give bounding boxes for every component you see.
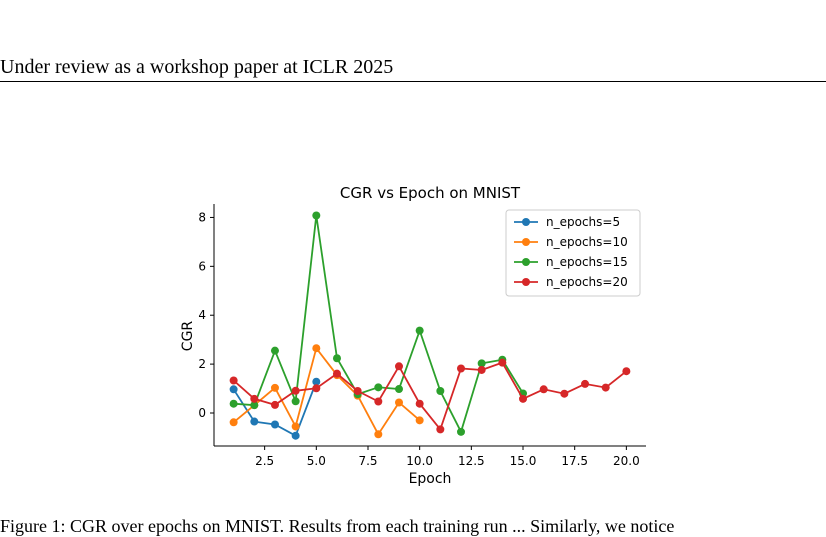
data-point [291, 431, 300, 440]
data-point [436, 387, 445, 395]
data-point [539, 385, 548, 394]
data-point [374, 383, 383, 392]
data-point [250, 401, 259, 410]
x-tick-label: 10.0 [406, 454, 433, 468]
x-axis-label: Epoch [409, 471, 452, 487]
legend-box [505, 209, 641, 297]
y-axis-label: CGR [180, 321, 196, 352]
data-point [291, 397, 300, 406]
data-point [374, 430, 383, 439]
x-tick-label: 17.5 [561, 454, 588, 468]
x-tick-label: 20.0 [613, 454, 640, 468]
header-rule [0, 81, 826, 82]
data-point [457, 427, 466, 436]
data-point [250, 394, 259, 403]
data-point [312, 344, 321, 353]
legend-entry-label: n_epochs=10 [546, 235, 628, 249]
y-tick-label: 8 [198, 210, 206, 224]
running-header: Under review as a workshop paper at ICLR… [0, 56, 394, 78]
legend-swatch-marker [522, 258, 530, 266]
data-point [601, 383, 610, 392]
data-point [477, 359, 486, 368]
figure-caption: Figure 1: CGR over epochs on MNIST. Resu… [0, 516, 675, 536]
data-point [291, 386, 300, 395]
data-point [415, 326, 424, 335]
y-axis-ticks: 0 2 4 6 8 [198, 210, 214, 420]
x-tick-label: 2.5 [255, 454, 274, 468]
data-point [415, 416, 424, 425]
data-point [332, 354, 341, 363]
data-point [229, 399, 238, 408]
x-tick-label: 5.0 [307, 454, 326, 468]
data-point [415, 399, 424, 408]
y-tick-label: 4 [198, 308, 206, 322]
legend-entry-label: n_epochs=20 [546, 275, 628, 289]
data-point [498, 358, 507, 367]
data-point [250, 417, 259, 426]
legend-swatch-marker [522, 218, 530, 226]
data-point [374, 397, 383, 406]
data-point [519, 394, 528, 403]
x-tick-label: 7.5 [358, 454, 377, 468]
chart-title: CGR vs Epoch on MNIST [340, 184, 521, 202]
cgr-line-chart: CGR vs Epoch on MNIST 2.5 5.0 7.5 10.0 12.5 1… [180, 184, 646, 487]
legend-entry-label: n_epochs=5 [546, 215, 620, 229]
data-point [394, 398, 403, 407]
series-line [233, 346, 421, 437]
chart-series [229, 211, 631, 440]
data-point [270, 420, 279, 429]
y-tick-label: 2 [198, 357, 206, 371]
data-point [229, 385, 238, 394]
chart-axes [213, 204, 646, 447]
legend-swatch-marker [522, 278, 530, 286]
data-point [229, 418, 238, 427]
data-point [312, 384, 321, 393]
legend-entry-label: n_epochs=15 [546, 255, 628, 269]
data-point [394, 385, 403, 394]
data-point [560, 389, 569, 398]
chart-legend: n_epochs=5 n_epochs=10 n_epochs=15 n_epochs… [505, 209, 641, 297]
x-tick-label: 15.0 [510, 454, 537, 468]
data-point [457, 364, 466, 373]
data-point [229, 376, 238, 385]
data-point [312, 377, 321, 386]
data-point [270, 346, 279, 355]
x-tick-label: 12.5 [458, 454, 485, 468]
data-point [291, 422, 300, 431]
legend-swatch-marker [522, 238, 530, 246]
x-axis-ticks: 2.5 5.0 7.5 10.0 12.5 15.0 17.5 20.0 [255, 446, 640, 468]
y-tick-label: 0 [198, 406, 206, 420]
data-point [477, 365, 486, 374]
data-point [353, 387, 362, 395]
data-point [581, 379, 590, 388]
data-point [332, 369, 341, 378]
data-point [270, 383, 279, 392]
data-point [270, 400, 279, 409]
data-point [436, 425, 445, 434]
data-point [312, 211, 321, 220]
data-point [394, 362, 403, 371]
data-point [622, 367, 631, 376]
y-tick-label: 6 [198, 259, 206, 273]
